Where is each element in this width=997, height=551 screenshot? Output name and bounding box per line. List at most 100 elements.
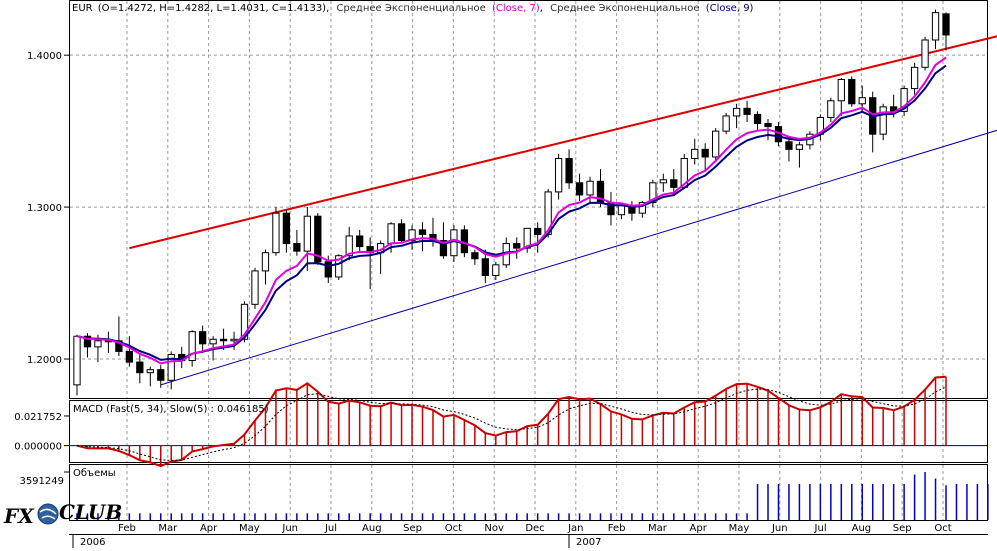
bull-candle-body (73, 335, 81, 386)
candle (712, 128, 720, 162)
bear-candle-body (513, 243, 521, 249)
bull-candle-body (931, 12, 940, 41)
month-label: Sep (893, 523, 912, 534)
header-sep: , (540, 3, 543, 14)
candle (418, 222, 427, 252)
bull-candle-body (638, 202, 647, 214)
macd-panel (69, 400, 988, 463)
logo-club-text: CLUB (59, 500, 122, 524)
ema7-line (76, 56, 947, 365)
bear-candle-body (198, 331, 207, 345)
bear-candle-body (418, 229, 427, 235)
bull-candle-body (837, 78, 845, 102)
bear-candle-body (397, 223, 406, 242)
candle (554, 153, 563, 200)
bull-candle-body (879, 106, 887, 135)
bull-candle-body (492, 264, 500, 276)
price-tick-label: 1.4000 (27, 51, 62, 62)
month-label: Jul (324, 523, 337, 534)
candle (188, 330, 196, 367)
candle (251, 267, 259, 309)
candle (575, 173, 584, 202)
bear-candle-body (282, 212, 291, 245)
bull-candle-body (722, 115, 730, 132)
bear-candle-body (471, 252, 479, 260)
volume-bars (76, 472, 989, 520)
bear-candle-body (157, 369, 165, 381)
bull-candle-body (167, 353, 175, 381)
bear-candle-body (481, 258, 489, 276)
candle (167, 351, 175, 390)
bull-candle-body (387, 223, 395, 245)
candle (261, 249, 270, 285)
candle (293, 229, 301, 256)
month-label: Jun (771, 523, 788, 534)
month-label: Dec (525, 523, 544, 534)
bear-candle-body (670, 179, 678, 188)
candle (146, 366, 154, 387)
month-label: Oct (934, 523, 951, 534)
candle (659, 173, 667, 192)
logo-fx-text: FX (3, 504, 35, 528)
price-panel (69, 0, 988, 399)
month-label: Jul (814, 523, 827, 534)
bear-candle-body (565, 157, 573, 184)
candle (83, 333, 92, 358)
candle (534, 222, 542, 253)
bear-candle-body (743, 107, 751, 115)
candle (753, 111, 762, 132)
month-label: May (239, 523, 260, 534)
bear-candle-body (356, 235, 364, 248)
candle (136, 352, 144, 384)
lower-channel-line (160, 129, 997, 386)
bull-candle-body (240, 303, 249, 340)
bear-candle-body (785, 141, 793, 150)
candle (198, 325, 207, 353)
bull-candle-body (335, 255, 343, 278)
month-label: Feb (118, 523, 136, 534)
bull-candle-body (900, 88, 908, 112)
candle (931, 9, 940, 50)
globe-icon (37, 503, 59, 525)
month-label: Mar (648, 523, 668, 534)
year-label: 2007 (576, 537, 601, 548)
bear-candle-body (83, 335, 92, 348)
bull-candle-body (858, 97, 866, 105)
candle (397, 219, 406, 244)
upper-channel-line (129, 35, 997, 250)
trendlines (129, 35, 997, 386)
bull-candle-body (230, 338, 238, 342)
month-label: Aug (852, 523, 872, 534)
axis-labels: 1.2000 1.3000 1.4000 Feb Mar Apr May Jun Jul Aug S… (14, 51, 988, 548)
candle (523, 227, 531, 253)
bull-candle-body (303, 215, 311, 252)
bull-candle-body (910, 66, 919, 90)
fxclub-logo: FX CLUB (3, 500, 122, 528)
macd-tick-label: 0.021752 (14, 412, 62, 423)
candle (827, 97, 835, 123)
candle (638, 201, 647, 218)
bear-candle-body (753, 113, 762, 125)
volume-label: Объемы (73, 468, 116, 479)
candle (910, 62, 919, 95)
candle (795, 141, 804, 168)
bull-candle-body (554, 157, 563, 193)
bull-candle-body (209, 338, 217, 345)
candle (785, 135, 793, 162)
bull-candle-body (261, 252, 270, 272)
candle (848, 76, 856, 107)
macd-label: MACD (Fast(5, 34), Slow(5) : 0.046185) (73, 404, 269, 415)
month-label: Oct (445, 523, 462, 534)
bull-candle-body (649, 182, 657, 204)
candle (492, 261, 500, 281)
candle (701, 143, 709, 171)
bear-candle-body (942, 13, 950, 36)
candle (439, 222, 448, 259)
candle (125, 336, 133, 367)
bull-candle-body (795, 144, 804, 150)
candle (282, 210, 291, 253)
bull-candle-body (712, 130, 720, 158)
bull-candle-body (345, 235, 353, 257)
candle (942, 12, 950, 51)
